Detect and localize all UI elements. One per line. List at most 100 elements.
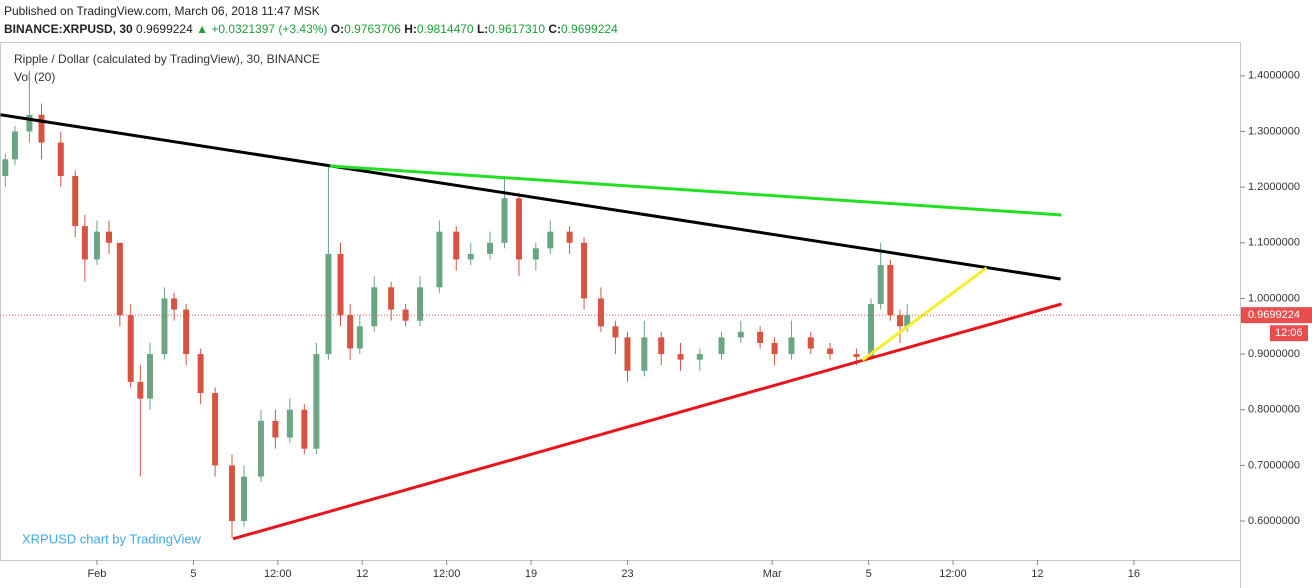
last-price-label: 0.9699224 (1248, 309, 1300, 321)
y-tick-label: 1.3000000 (1248, 125, 1300, 137)
plot-frame (0, 42, 1241, 561)
y-tick-label: 1.2000000 (1248, 181, 1300, 193)
candle-body (696, 354, 703, 360)
y-tick-label: 0.8000000 (1248, 404, 1300, 416)
trendline (330, 164, 1062, 217)
l-value: 0.9617310 (488, 22, 546, 36)
y-tick-label: 1.4000000 (1248, 70, 1300, 82)
candle-body (313, 354, 320, 449)
candle-body (26, 114, 33, 132)
trendline (861, 266, 988, 362)
candle-body (677, 354, 684, 360)
candle-body (566, 231, 573, 243)
candle-body (11, 131, 18, 160)
candle-body (127, 315, 134, 382)
c-value: 0.9699224 (561, 22, 618, 36)
x-tick-label: Feb (87, 568, 106, 580)
candle-body (807, 337, 814, 349)
candle-body (38, 114, 45, 143)
plot (0, 70, 1062, 541)
candle-body (581, 242, 588, 299)
chart-title: Ripple / Dollar (calculated by TradingVi… (14, 52, 320, 66)
watermark: XRPUSD chart by TradingView (22, 531, 202, 546)
candle-body (853, 354, 860, 357)
candle-body (183, 309, 190, 355)
y-tick-label: 1.0000000 (1248, 292, 1300, 304)
candle-body (116, 242, 123, 316)
candle-body (868, 304, 875, 357)
candle-body (896, 315, 903, 327)
o-label: O: (330, 22, 345, 36)
candle-body (241, 476, 248, 522)
candle-body (347, 315, 354, 349)
candle-body (788, 337, 795, 355)
candle-body (453, 231, 460, 260)
candle-body (212, 393, 219, 466)
published-line: Published on TradingView.com, March 06, … (4, 4, 320, 18)
candle-body (301, 409, 308, 449)
h-label: H: (404, 22, 417, 36)
x-tick-label: 12 (1031, 568, 1043, 580)
candle-body (72, 176, 79, 227)
x-tick-label: 16 (1128, 568, 1140, 580)
candle-body (137, 381, 144, 399)
candle-body (337, 253, 344, 316)
quote-line: BINANCE:XRPUSD, 30 0.9699224 ▲ +0.032139… (4, 22, 618, 36)
candle-body (658, 337, 665, 355)
x-tick-label: 5 (190, 568, 196, 580)
o-value: 0.9763706 (344, 22, 401, 36)
x-tick-label: Mar (763, 568, 782, 580)
candle-body (515, 198, 522, 260)
candle-body (228, 465, 235, 522)
countdown-box (1270, 325, 1308, 342)
candle-body (532, 248, 539, 260)
candle-body (57, 142, 64, 177)
candle-body (467, 253, 474, 260)
candle-body (93, 231, 100, 260)
trendline (0, 113, 1061, 281)
candle-body (597, 298, 604, 327)
candle-body (286, 409, 293, 438)
x-tick-label: 12:00 (433, 568, 461, 580)
change: ▲ +0.0321397 (+3.43%) (196, 22, 328, 36)
candle-body (877, 265, 884, 305)
candle-body (757, 331, 764, 343)
x-tick-label: 12:00 (264, 568, 292, 580)
candle-body (718, 337, 725, 355)
y-tick-label: 1.1000000 (1248, 237, 1300, 249)
y-tick-label: 0.9000000 (1248, 348, 1300, 360)
last: 0.9699224 (136, 22, 193, 36)
x-tick-label: 12 (356, 568, 368, 580)
candle-body (106, 231, 113, 243)
candle-body (417, 287, 424, 321)
candle-body (388, 287, 395, 310)
countdown-label: 12:06 (1275, 327, 1303, 339)
candle-body (904, 315, 911, 327)
candle-body (501, 198, 508, 243)
candle-body (81, 226, 88, 260)
candle-body (547, 231, 554, 249)
candle-body (827, 348, 834, 355)
x-tick-label: 12:00 (939, 568, 967, 580)
l-label: L: (476, 22, 489, 36)
candle-body (887, 265, 894, 316)
candle-body (2, 159, 9, 177)
candle-body (487, 242, 494, 254)
candle-body (197, 354, 204, 394)
x-tick-label: 5 (866, 568, 872, 580)
trendline (232, 302, 1062, 541)
candle-body (624, 337, 631, 371)
candle-body (612, 326, 619, 338)
candle-body (161, 298, 168, 355)
candle-body (325, 253, 332, 355)
symbol: BINANCE:XRPUSD, 30 (4, 22, 133, 36)
candle-body (371, 287, 378, 327)
y-tick-label: 0.6000000 (1248, 515, 1300, 527)
h-value: 0.9814470 (416, 22, 474, 36)
candle-body (171, 298, 178, 310)
x-tick-label: 23 (621, 568, 633, 580)
x-tick-label: 19 (525, 568, 537, 580)
candle-body (771, 342, 778, 355)
